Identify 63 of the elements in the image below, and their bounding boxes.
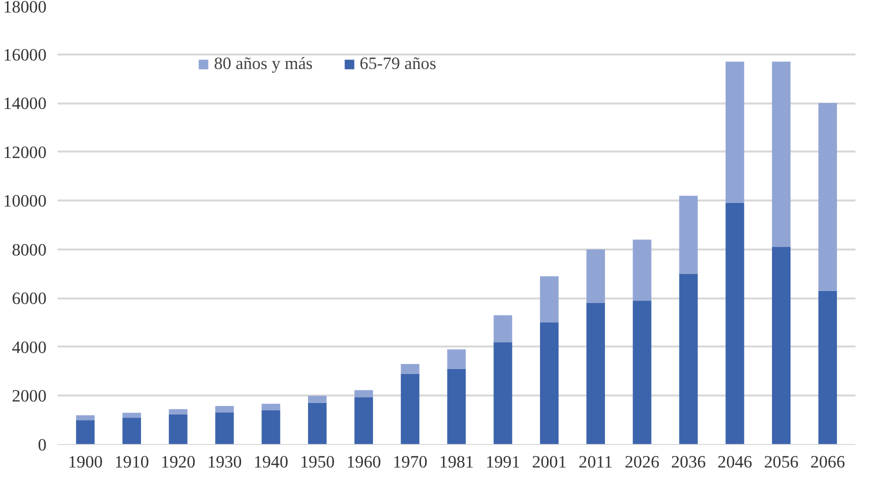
bar — [215, 412, 234, 444]
bar — [122, 418, 142, 444]
legend-label: 65-79 años — [360, 54, 436, 74]
x-tick-label: 1910 — [114, 452, 150, 472]
y-tick-label: 0 — [38, 436, 47, 454]
bar — [76, 420, 95, 444]
bar — [679, 274, 698, 444]
x-tick-label: 2026 — [624, 452, 660, 472]
bar — [168, 409, 188, 414]
bar — [632, 300, 652, 444]
bar — [122, 412, 142, 418]
bar — [168, 414, 188, 444]
bar — [215, 406, 234, 412]
y-tick-label: 16000 — [3, 45, 47, 64]
x-tick-label: 2066 — [810, 452, 846, 472]
y-tick-label: 2000 — [12, 386, 46, 406]
x-tick-label: 2036 — [671, 452, 706, 472]
bar — [308, 396, 327, 403]
bar — [400, 364, 420, 374]
x-tick-label: 1991 — [486, 452, 520, 472]
bar — [772, 62, 791, 247]
bar — [540, 322, 559, 444]
bar — [262, 410, 280, 444]
y-tick-label: 6000 — [12, 289, 46, 308]
bar — [586, 303, 605, 444]
y-tick-label: 10000 — [3, 192, 47, 211]
bar — [818, 103, 837, 291]
bar — [76, 415, 95, 420]
legend-label: 80 años y más — [214, 54, 313, 74]
y-tick-label: 4000 — [12, 338, 46, 357]
x-tick-label: 1981 — [439, 452, 474, 472]
x-tick-label: 1930 — [207, 452, 242, 472]
bar — [354, 397, 373, 444]
x-tick-label: 1900 — [68, 452, 103, 472]
y-tick-label: 8000 — [12, 240, 46, 260]
x-tick-label: 2011 — [578, 452, 613, 472]
bar — [354, 390, 373, 398]
bar — [726, 62, 744, 204]
bar — [818, 290, 837, 444]
bar — [308, 402, 327, 444]
y-tick-label: 18000 — [3, 0, 47, 16]
bar — [447, 349, 466, 369]
x-tick-label: 2046 — [718, 452, 753, 472]
bar — [494, 315, 512, 342]
bar — [494, 342, 512, 444]
bar — [447, 368, 466, 444]
bar — [772, 246, 791, 444]
x-tick-label: 2001 — [532, 452, 567, 472]
bar — [400, 374, 420, 444]
bar — [262, 404, 280, 410]
x-tick-label: 2056 — [764, 452, 799, 472]
x-tick-label: 1940 — [254, 452, 288, 472]
x-tick-label: 1960 — [346, 452, 382, 472]
x-tick-label: 1950 — [300, 452, 335, 472]
x-tick-label: 1920 — [160, 452, 196, 472]
x-tick-label: 1970 — [392, 452, 428, 472]
bar — [632, 240, 652, 301]
y-tick-label: 14000 — [3, 94, 47, 114]
bar — [726, 203, 744, 444]
bar — [586, 249, 605, 304]
bar — [679, 196, 698, 274]
bar — [540, 276, 559, 323]
y-tick-label: 12000 — [3, 142, 47, 162]
